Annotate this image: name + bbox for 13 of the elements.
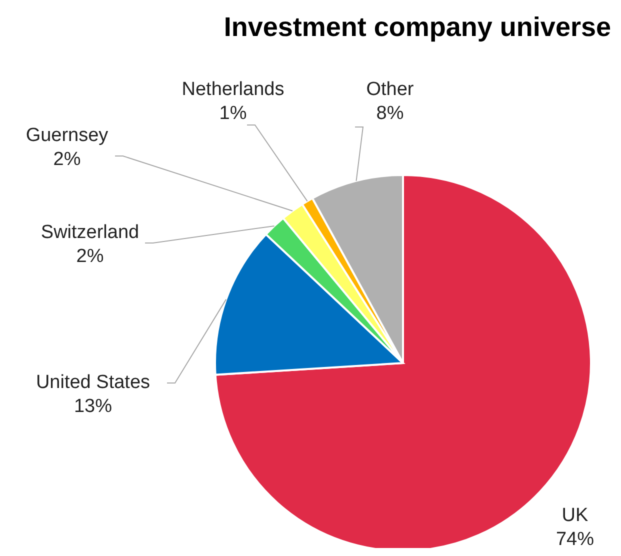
chart-title: Investment company universe	[224, 12, 611, 42]
slice-label: UK	[562, 505, 589, 526]
slice-label: Other	[366, 79, 414, 100]
slice-label: Netherlands	[182, 79, 284, 100]
data-label: 2%	[53, 149, 81, 170]
slice-label: United States	[36, 372, 150, 393]
data-label: 13%	[74, 396, 112, 417]
slice-label: Guernsey	[26, 125, 109, 146]
data-label: 2%	[76, 246, 104, 267]
data-label: 1%	[219, 103, 247, 124]
data-label: 8%	[376, 103, 404, 124]
data-label: 74%	[556, 529, 594, 550]
slice-label: Switzerland	[40, 222, 140, 243]
